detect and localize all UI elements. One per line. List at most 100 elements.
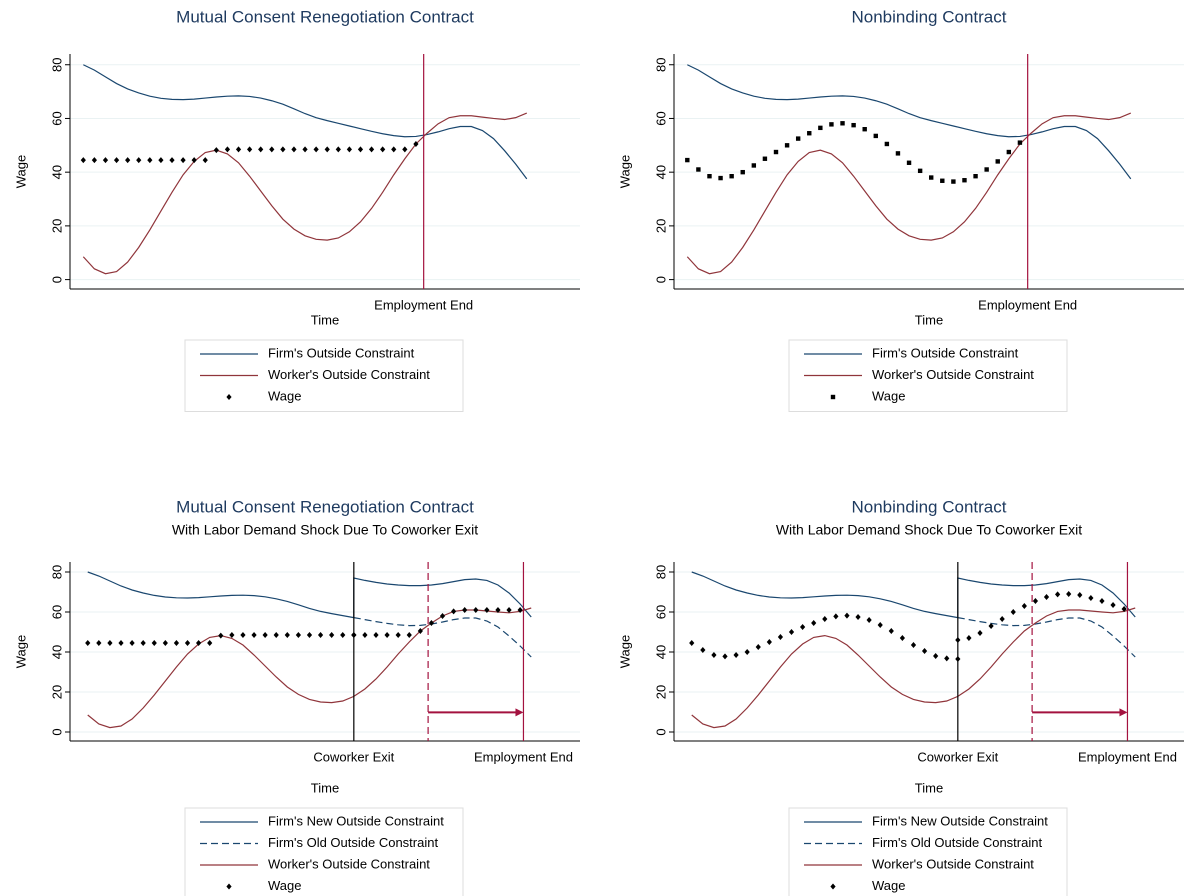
wage-marker (696, 167, 701, 172)
wage-marker (1110, 602, 1116, 608)
y-axis-label: Wage (617, 635, 632, 668)
wage-marker (773, 149, 779, 155)
wage-marker (395, 632, 401, 638)
chart-title: Nonbinding Contract (852, 497, 1007, 516)
legend-label: Wage (268, 878, 301, 893)
legend-label: Wage (872, 878, 905, 893)
x-axis-label: Time (311, 312, 339, 327)
wage-marker (944, 655, 950, 662)
wage-marker (229, 632, 235, 638)
wage-marker (977, 630, 983, 636)
wage-marker (988, 623, 994, 629)
wage-marker (984, 167, 989, 172)
wage-marker (1099, 598, 1105, 604)
wage-marker (784, 143, 790, 148)
wage-marker (822, 616, 828, 622)
y-tick-label: 0 (653, 728, 668, 735)
wage-marker (788, 629, 795, 635)
wage-marker (951, 179, 956, 184)
wage-marker (451, 608, 457, 615)
wage-marker (762, 156, 768, 161)
wage-marker (877, 622, 883, 628)
wage-marker (933, 653, 939, 659)
event-label: Employment End (374, 297, 473, 312)
x-axis-label: Time (311, 780, 339, 795)
y-tick-label: 20 (49, 219, 64, 233)
wage-marker (830, 394, 836, 400)
panel: Mutual Consent Renegotiation Contract Wit… (13, 497, 580, 896)
y-tick-label: 80 (653, 58, 668, 72)
wage-marker (295, 632, 301, 638)
wage-marker (335, 146, 341, 153)
wage-marker (910, 642, 917, 648)
wage-marker (906, 160, 912, 165)
wage-marker (1006, 149, 1012, 155)
wage-marker (417, 628, 423, 634)
wage-marker (862, 127, 867, 132)
legend-label: Worker's Outside Constraint (268, 856, 430, 871)
wage-marker (921, 648, 928, 654)
wage-marker (495, 607, 501, 613)
series-line (353, 617, 532, 658)
wage-marker (346, 146, 352, 153)
wage-marker (855, 614, 861, 620)
wage-marker (207, 640, 213, 646)
wage-marker (800, 624, 806, 630)
wage-marker (1088, 595, 1094, 601)
wage-marker (811, 620, 817, 626)
y-tick-label: 40 (653, 165, 668, 179)
wage-marker (91, 157, 97, 164)
legend-label: Worker's Outside Constraint (268, 367, 430, 382)
wage-marker (830, 883, 836, 890)
wage-marker (473, 607, 479, 613)
y-tick-label: 60 (653, 111, 668, 125)
wage-marker (833, 613, 839, 620)
panel: Nonbinding Contract With Labor Demand Sho… (617, 497, 1184, 896)
wage-marker (1066, 591, 1072, 597)
wage-marker (85, 640, 91, 646)
legend-label: Firm's Outside Constraint (872, 345, 1019, 360)
wage-marker (829, 122, 834, 127)
wage-marker (718, 175, 723, 181)
wage-marker (317, 632, 324, 638)
wage-marker (280, 146, 286, 153)
wage-marker (973, 174, 978, 179)
wage-marker (506, 607, 512, 613)
wage-marker (685, 157, 690, 163)
wage-marker (895, 151, 901, 156)
y-tick-label: 20 (49, 685, 64, 699)
wage-marker (202, 157, 208, 164)
legend-box (788, 807, 1068, 896)
wage-marker (147, 157, 153, 164)
wage-marker (362, 632, 368, 638)
wage-marker (240, 632, 246, 638)
wage-marker (380, 146, 386, 153)
wage-marker (102, 157, 109, 164)
event-label: Employment End (1078, 749, 1177, 764)
wage-marker (766, 639, 772, 645)
wage-marker (995, 159, 1000, 164)
wage-marker (302, 146, 308, 153)
wage-marker (917, 168, 923, 174)
wage-marker (795, 136, 801, 141)
y-tick-label: 80 (49, 565, 64, 579)
legend-label: Wage (268, 388, 301, 403)
y-tick-label: 40 (49, 165, 64, 179)
wage-marker (1032, 598, 1039, 604)
y-tick-label: 80 (49, 58, 64, 72)
wage-marker (113, 157, 120, 164)
wage-marker (196, 640, 202, 646)
wage-marker (966, 635, 972, 641)
y-axis-label: Wage (13, 155, 28, 188)
wage-marker (777, 634, 784, 640)
series-line (687, 64, 1132, 180)
event-label: Employment End (474, 749, 573, 764)
wage-marker (744, 649, 750, 655)
wage-marker (151, 640, 157, 646)
wage-marker (184, 640, 191, 646)
wage-marker (402, 146, 408, 153)
wage-marker (125, 157, 131, 164)
legend-label: Firm's Outside Constraint (268, 345, 415, 360)
wage-marker (313, 146, 319, 153)
